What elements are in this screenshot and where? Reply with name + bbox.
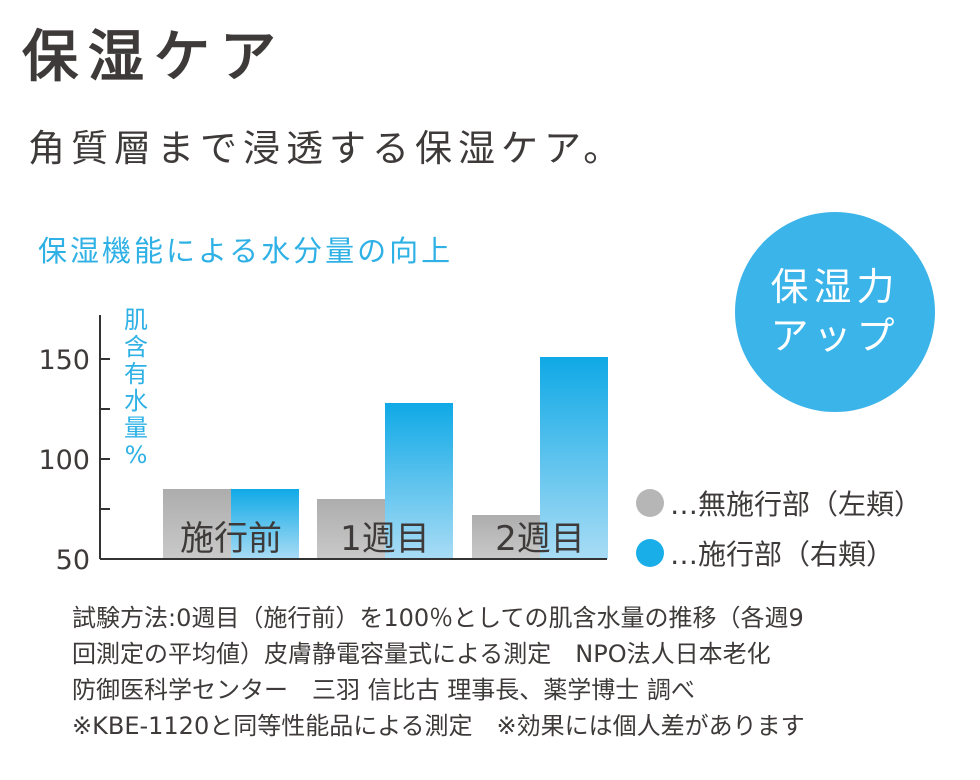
untreated-bar-1 (163, 489, 231, 559)
chart-title: 保湿機能による水分量の向上 (38, 234, 454, 268)
page-title: 保湿ケア (22, 25, 286, 90)
treated-bar-3 (540, 357, 608, 559)
page-subtitle: 角質層まで浸透する保湿ケア。 (28, 127, 627, 170)
note-line-3: 防御医科学センター 三羽 信比古 理事長、薬学博士 調べ (72, 676, 695, 704)
badge-line-2: アップ (770, 314, 900, 358)
moisture-up-badge: 保湿力 アップ (735, 212, 935, 412)
untreated-bar-3 (472, 515, 540, 559)
legend-treated-label: …施行部（右頬） (670, 538, 895, 571)
legend-blue-dot-icon (636, 539, 664, 567)
legend-item-treated: …施行部（右頬） (636, 528, 922, 578)
category-label-2: 1週目 (340, 519, 430, 559)
untreated-bar-2 (317, 499, 385, 559)
category-label-1: 施行前 (180, 519, 282, 559)
treated-bar-2 (385, 403, 453, 559)
y-axis-label: 肌含有水量% (124, 306, 148, 469)
test-method-note: 試験方法:0週目（施行前）を100％としての肌含水量の推移（各週9 回測定の平均… (72, 600, 932, 744)
note-line-4: ※KBE-1120と同等性能品による測定 ※効果には個人差があります (72, 712, 805, 740)
category-label-3: 2週目 (495, 519, 585, 559)
legend-item-untreated: …無施行部（左頬） (636, 478, 922, 528)
y-tick-label-100: 100 (38, 445, 90, 476)
y-tick-label-150: 150 (38, 345, 90, 376)
bar-chart: 施行前 1週目 2週目 50 100 150 肌含有水量% (38, 306, 608, 576)
legend: …無施行部（左頬） …施行部（右頬） (636, 478, 922, 578)
note-line-2: 回測定の平均値）皮膚静電容量式による測定 NPO法人日本老化 (72, 640, 771, 668)
treated-bar-1 (231, 489, 299, 559)
badge-line-1: 保湿力 (770, 264, 900, 309)
note-line-1: 試験方法:0週目（施行前）を100％としての肌含水量の推移（各週9 (72, 604, 804, 632)
legend-gray-dot-icon (636, 489, 664, 517)
y-tick-label-50: 50 (56, 545, 90, 576)
legend-untreated-label: …無施行部（左頬） (670, 488, 923, 521)
